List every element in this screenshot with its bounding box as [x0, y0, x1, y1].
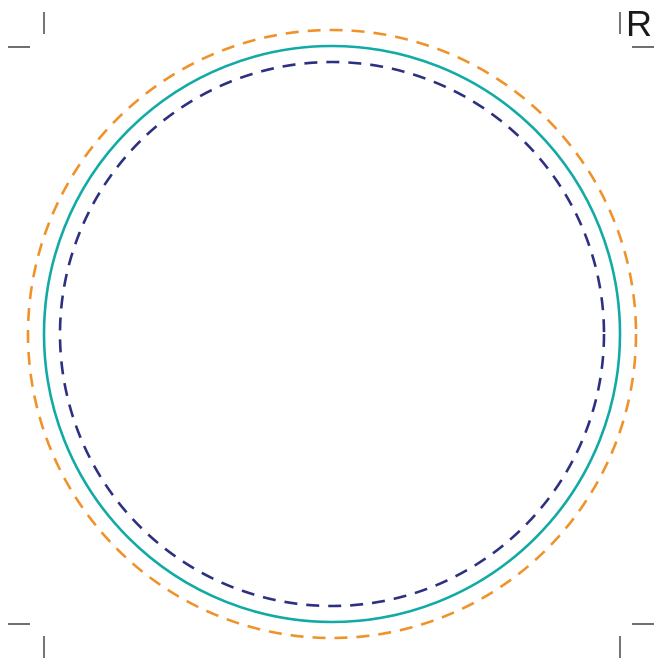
bleed-line-circle — [26, 28, 638, 640]
safe-line-circle — [58, 60, 606, 608]
crop-marks — [8, 12, 654, 658]
corner-label: R — [626, 3, 652, 44]
cut-line-circle — [42, 44, 622, 624]
